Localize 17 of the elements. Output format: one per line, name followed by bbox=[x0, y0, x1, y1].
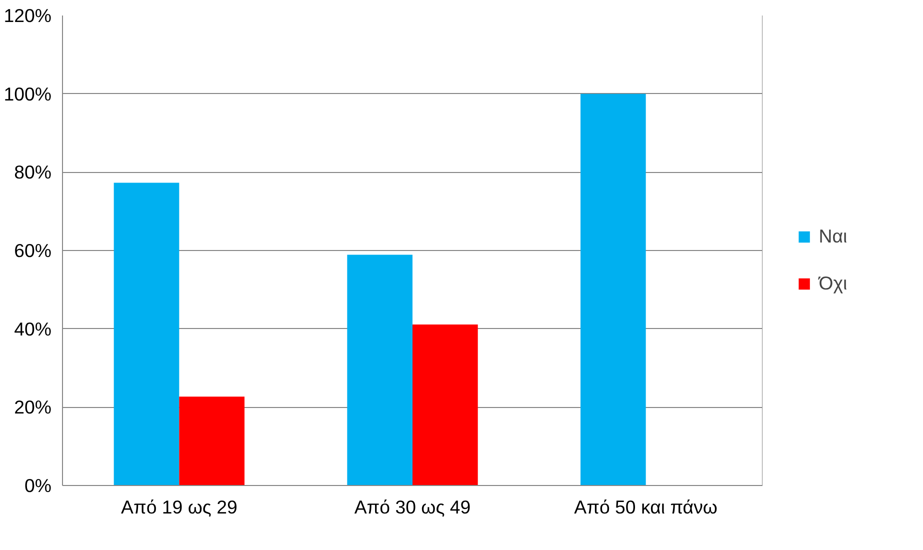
x-tick-label: Από 50 και πάνω bbox=[574, 496, 718, 518]
x-tick-label: Από 30 ως 49 bbox=[354, 496, 471, 518]
y-tick-label: 80% bbox=[14, 162, 52, 183]
y-tick-label: 60% bbox=[14, 240, 52, 261]
legend-label: Ναι bbox=[818, 226, 848, 248]
bar bbox=[347, 254, 412, 486]
y-tick-label: 120% bbox=[4, 5, 52, 26]
y-tick-label: 40% bbox=[14, 318, 52, 340]
y-tick-label: 0% bbox=[24, 475, 52, 496]
x-tick-label: Από 19 ως 29 bbox=[121, 496, 238, 518]
y-tick-label: 20% bbox=[14, 396, 52, 418]
legend-label: Όχι bbox=[818, 272, 848, 294]
bar bbox=[114, 182, 180, 486]
bar bbox=[580, 94, 646, 486]
bar bbox=[179, 396, 244, 486]
bar bbox=[412, 324, 478, 486]
y-tick-label: 100% bbox=[4, 83, 52, 104]
